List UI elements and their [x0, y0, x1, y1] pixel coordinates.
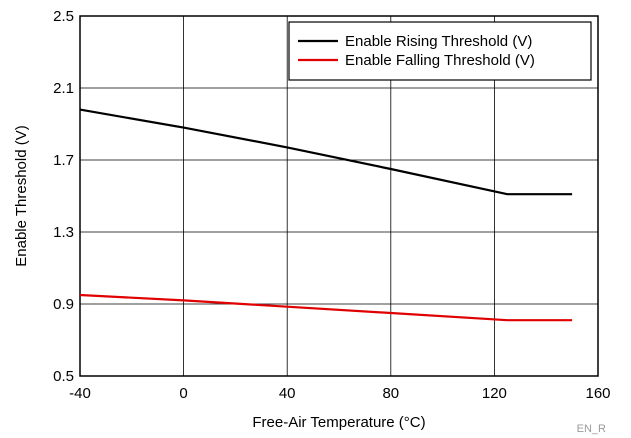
y-tick-label: 1.7: [53, 152, 74, 169]
y-tick-label: 2.1: [53, 80, 74, 97]
legend: Enable Rising Threshold (V) Enable Fallin…: [288, 21, 592, 81]
x-tick-labels: -40 0 40 80 120 160: [69, 385, 610, 402]
x-axis-label: Free-Air Temperature (°C): [252, 414, 425, 431]
x-tick-label: 40: [279, 385, 296, 402]
x-tick-label: -40: [69, 385, 91, 402]
plot-frame: [79, 15, 599, 377]
legend-box: [288, 21, 592, 81]
legend-label: Enable Rising Threshold (V): [345, 33, 532, 50]
x-tick-label: 120: [482, 385, 507, 402]
y-tick-label: 0.5: [53, 368, 74, 385]
y-tick-label: 1.3: [53, 224, 74, 241]
series-line-rising: [79, 108, 573, 196]
y-tick-label: 2.5: [53, 8, 74, 25]
x-tick-label: 0: [179, 385, 187, 402]
legend-label: Enable Falling Threshold (V): [345, 52, 535, 69]
series-line-falling: [79, 293, 573, 322]
x-tick-label: 80: [382, 385, 399, 402]
y-axis-label: Enable Threshold (V): [13, 125, 30, 266]
x-tick-label: 160: [585, 385, 610, 402]
y-tick-label: 0.9: [53, 296, 74, 313]
chart-footnote: EN_R: [577, 423, 606, 435]
y-tick-labels: 0.5 0.9 1.3 1.7 2.1 2.5: [53, 8, 74, 385]
series-lines: [79, 108, 573, 322]
